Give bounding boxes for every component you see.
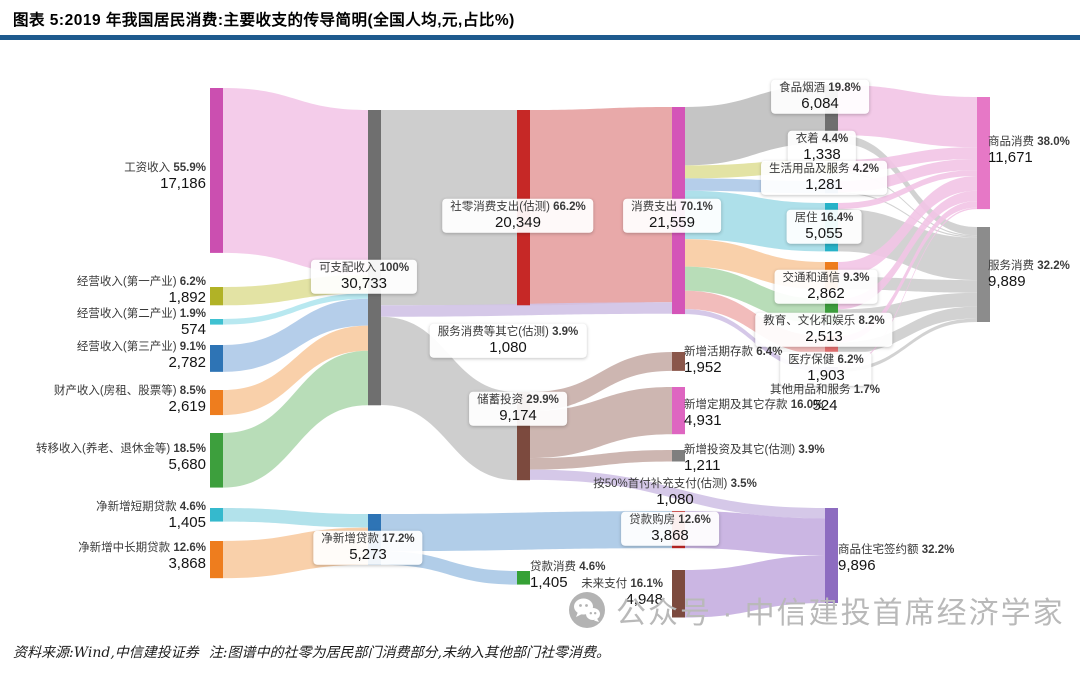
flow-disp-retail [381, 110, 517, 306]
flow-cons-daily [685, 178, 825, 194]
sankey-node-edu [825, 299, 838, 324]
sankey-node-services [977, 227, 990, 322]
flow-cloth-services [838, 171, 977, 237]
flow-newloan-loancons [381, 551, 517, 585]
flow-housebuy-house [685, 511, 825, 556]
sankey-node-disp [368, 110, 381, 406]
sankey-node-demand [672, 352, 685, 371]
sankey-node-transfer [210, 433, 223, 488]
flow-wage-disp [223, 88, 368, 275]
title-divider [0, 35, 1080, 40]
flow-other-services [838, 318, 977, 373]
sankey-node-newloan [368, 514, 381, 565]
sankey-node-wage [210, 88, 223, 253]
flow-cons-edu [685, 266, 825, 324]
flow-transfer-disp [223, 350, 368, 488]
sankey-node-food [825, 85, 838, 144]
flow-saveinv-fixed [530, 387, 672, 459]
sankey-node-property [210, 390, 223, 416]
sankey-node-loanS [210, 508, 223, 522]
flow-medical-goods [838, 201, 977, 343]
flow-saveinv-house [530, 469, 825, 519]
flow-daily-services [838, 192, 977, 238]
flow-retail-cons [530, 107, 672, 306]
flow-other-goods [838, 207, 977, 369]
sankey-node-biz3 [210, 345, 223, 372]
flow-transport-services [838, 276, 977, 293]
sankey-node-cloth [825, 160, 838, 173]
flow-future-house [685, 555, 825, 618]
flow-housing-services [838, 208, 977, 281]
flow-biz2-disp [223, 293, 368, 325]
flow-loanML-newloan [223, 527, 368, 579]
flow-cons-other [685, 309, 825, 373]
sankey-node-fixed [672, 387, 685, 435]
flow-loanS-newloan [223, 508, 368, 528]
flow-transport-goods [838, 176, 977, 277]
flow-newloan-housebuy [381, 511, 672, 552]
flow-edu-goods [838, 190, 977, 310]
sankey-node-biz2 [210, 319, 223, 325]
flow-housing-goods [838, 170, 977, 209]
source-note: 资料来源:Wind,中信建投证券 注:图谱中的社零为居民部门消费部分,未纳入其他部… [13, 642, 620, 662]
sankey-node-medical [825, 336, 838, 355]
sankey-node-biz1 [210, 287, 223, 306]
sankey-node-invother [672, 450, 685, 462]
flow-disp-cons [381, 302, 672, 317]
flow-food-services [838, 135, 977, 236]
sankey-node-cons [672, 107, 685, 315]
sankey-node-housing [825, 203, 838, 252]
sankey-node-housebuy [672, 511, 685, 549]
sankey-node-loanML [210, 541, 223, 579]
sankey-node-other [825, 367, 838, 373]
sankey-node-house [825, 508, 838, 603]
sankey-node-daily [825, 181, 838, 194]
note-text: 注:图谱中的社零为居民部门消费部分,未纳入其他部门社零消费。 [208, 645, 610, 661]
flow-biz3-disp [223, 298, 368, 372]
sankey-node-future [672, 570, 685, 618]
sankey-node-transport [825, 262, 838, 290]
sankey-node-retail [517, 110, 530, 306]
flow-saveinv-invother [530, 450, 672, 470]
flow-food-goods [838, 85, 977, 148]
flow-cons-food [685, 85, 825, 166]
flow-property-disp [223, 325, 368, 416]
flow-disp-saveinv [381, 316, 517, 481]
sankey-node-saveinv [517, 392, 530, 481]
sankey-node-goods [977, 97, 990, 210]
chart-title: 图表 5:2019 年我国居民消费:主要收支的传导简明(全国人均,元,占比%) [13, 12, 515, 29]
source-text: 资料来源:Wind,中信建投证券 [13, 645, 199, 661]
sankey-node-loancons [517, 571, 530, 585]
